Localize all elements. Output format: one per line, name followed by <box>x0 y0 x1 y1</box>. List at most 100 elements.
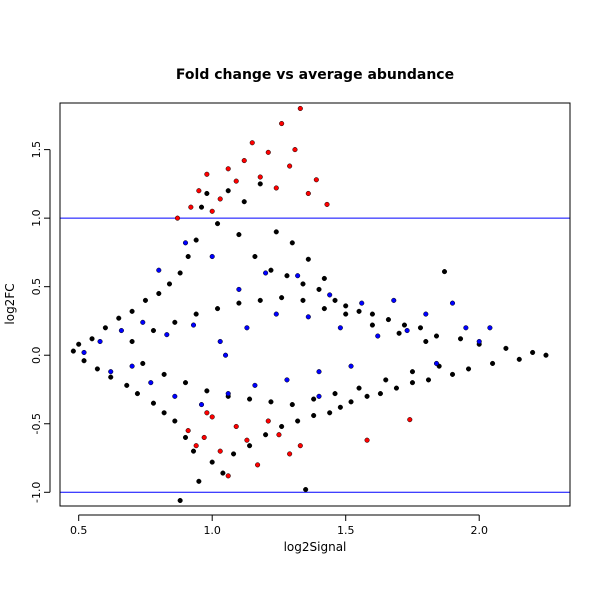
data-point <box>193 443 199 449</box>
data-point <box>279 295 285 301</box>
data-point <box>359 300 365 306</box>
data-point <box>97 338 103 345</box>
data-point <box>516 356 522 362</box>
data-point <box>140 319 146 325</box>
data-point <box>257 174 263 180</box>
data-point <box>236 300 242 306</box>
data-point <box>393 385 399 391</box>
data-point <box>257 297 263 303</box>
data-point <box>236 232 242 238</box>
data-point <box>225 166 231 172</box>
data-point <box>204 171 210 177</box>
data-point <box>284 377 290 383</box>
data-point <box>108 369 114 375</box>
data-point <box>337 325 343 331</box>
data-point <box>265 418 271 424</box>
data-point <box>142 297 148 303</box>
data-point <box>289 402 295 408</box>
data-point <box>134 391 140 397</box>
data-point <box>177 270 183 276</box>
data-point <box>284 273 290 279</box>
data-point <box>182 380 189 386</box>
data-point <box>225 391 231 397</box>
data-point <box>487 325 493 331</box>
data-point <box>268 267 274 273</box>
data-point <box>321 306 327 312</box>
data-point <box>225 188 231 194</box>
data-point <box>348 363 354 369</box>
data-point <box>265 149 271 155</box>
data-point <box>89 336 95 342</box>
data-point <box>102 325 108 331</box>
data-point <box>209 208 215 214</box>
data-point <box>356 385 362 391</box>
data-point <box>233 423 239 430</box>
data-point <box>364 393 370 399</box>
data-point <box>185 428 191 434</box>
data-point <box>81 349 87 356</box>
y-tick-label: 0.0 <box>30 346 43 364</box>
reference-lines <box>60 217 570 493</box>
data-point <box>76 341 82 347</box>
data-point <box>295 418 301 424</box>
data-point <box>185 253 191 260</box>
data-point <box>156 290 162 297</box>
data-point <box>214 306 221 312</box>
data-point <box>129 338 135 345</box>
data-point <box>356 308 362 314</box>
x-axis: 0.5 1.0 1.5 2.0 <box>70 514 488 537</box>
data-point <box>177 497 183 504</box>
data-point <box>316 369 322 375</box>
x-axis-label: log2Signal <box>284 540 347 554</box>
data-point <box>311 396 317 402</box>
data-point <box>190 448 197 454</box>
data-point <box>150 400 157 406</box>
data-point <box>423 311 429 317</box>
data-point <box>404 327 410 334</box>
data-point <box>530 349 536 356</box>
data-point <box>316 286 322 292</box>
y-tick-label: 1.5 <box>30 141 43 159</box>
data-point <box>364 437 370 443</box>
data-point <box>332 391 338 397</box>
data-point <box>209 459 215 465</box>
chart-title: Fold change vs average abundance <box>176 67 454 83</box>
data-point <box>252 253 258 260</box>
data-point <box>255 462 261 468</box>
data-point <box>273 229 279 235</box>
data-point <box>391 297 397 303</box>
data-point <box>441 269 448 275</box>
data-point <box>327 292 333 298</box>
y-tick-label: -0.5 <box>30 413 43 434</box>
data-point <box>241 158 247 164</box>
data-point <box>148 380 154 386</box>
data-point <box>190 322 197 328</box>
data-point <box>305 256 311 262</box>
plot-frame <box>59 102 571 507</box>
data-point <box>164 332 170 338</box>
data-point <box>465 366 472 372</box>
data-point <box>463 325 469 331</box>
data-point <box>313 177 319 183</box>
data-point <box>201 434 207 441</box>
data-point <box>244 325 250 331</box>
data-point <box>166 281 173 287</box>
data-point <box>425 377 432 383</box>
data-point <box>377 391 383 397</box>
data-point <box>196 478 202 484</box>
y-tick-label: -1.0 <box>30 482 43 503</box>
data-point <box>140 360 146 366</box>
data-point <box>214 221 221 227</box>
data-points <box>70 105 549 504</box>
data-point <box>305 314 311 320</box>
data-point <box>124 382 130 388</box>
x-tick-label: 1.0 <box>203 524 221 537</box>
data-point <box>369 322 375 328</box>
data-point <box>490 360 496 366</box>
x-tick-label: 2.0 <box>470 524 488 537</box>
data-point <box>300 297 306 303</box>
data-point <box>182 434 189 441</box>
data-point <box>476 338 482 345</box>
data-point <box>236 286 242 292</box>
